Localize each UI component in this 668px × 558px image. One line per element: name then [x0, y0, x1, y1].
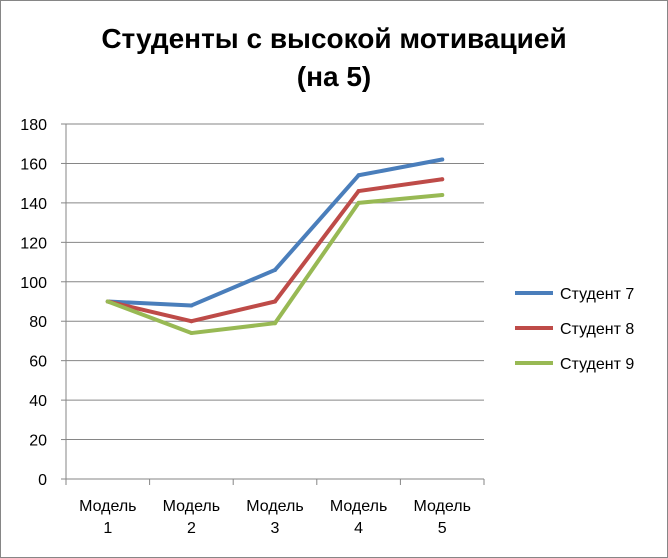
series-1-point-3 — [273, 267, 277, 272]
x-tick-label-4-line-1: Модель — [330, 498, 387, 515]
x-tick-label-5: Модель 5 — [413, 498, 470, 537]
series-3-point-5 — [440, 193, 445, 197]
legend-label-3: Студент 9 — [560, 356, 634, 373]
series-2-point-5 — [440, 177, 445, 182]
legend-label-2: Студент 8 — [560, 321, 634, 338]
y-tick-label-3: 60 — [29, 354, 47, 371]
x-tick-label-1: Модель 1 — [79, 498, 136, 537]
series-3-point-3 — [273, 321, 277, 326]
series-3-point-2 — [189, 331, 194, 336]
x-tick-label-1-line-2: 1 — [103, 520, 112, 537]
y-tick-label-1: 20 — [29, 433, 47, 450]
x-tick-label-3: Модель 3 — [246, 498, 303, 537]
series-3-point-1 — [105, 299, 110, 304]
x-tick-label-1-line-1: Модель — [79, 498, 136, 515]
y-tick-label-2: 40 — [29, 393, 47, 410]
x-tick-label-4: Модель 4 — [330, 498, 387, 537]
chart-title: Студенты с высокой мотивацией (на 5) — [0, 20, 668, 96]
x-tick-label-2-line-1: Модель — [163, 498, 220, 515]
legend-label-1: Студент 7 — [560, 286, 634, 303]
x-tick-label-3-line-2: 3 — [271, 520, 280, 537]
series-3-point-4 — [356, 200, 361, 205]
series-line-1 — [105, 157, 445, 308]
series-1-point-4 — [356, 173, 361, 178]
chart-title-line-2: (на 5) — [296, 61, 372, 92]
x-tick-label-2-line-2: 2 — [187, 520, 196, 537]
x-tick-label-5-line-2: 5 — [438, 520, 447, 537]
y-tick-label-0: 0 — [38, 472, 47, 489]
y-tick-label-4: 80 — [29, 314, 47, 331]
y-tick-label-5: 100 — [20, 275, 47, 292]
series-2-point-2 — [189, 319, 194, 324]
chart-title-line-1: Студенты с высокой мотивацией — [101, 23, 567, 54]
x-tick-label-5-line-1: Модель — [413, 498, 470, 515]
series-1-point-2 — [189, 303, 194, 308]
series-2-point-3 — [273, 299, 277, 304]
series-2-point-4 — [356, 189, 361, 194]
x-tick-label-4-line-2: 4 — [354, 520, 363, 537]
x-tick-label-3-line-1: Модель — [246, 498, 303, 515]
series-1-point-5 — [440, 157, 445, 162]
y-tick-label-8: 160 — [20, 156, 47, 173]
y-tick-label-9: 180 — [20, 117, 47, 134]
y-tick-label-6: 120 — [20, 235, 47, 252]
y-tick-label-7: 140 — [20, 196, 47, 213]
x-tick-label-2: Модель 2 — [163, 498, 220, 537]
